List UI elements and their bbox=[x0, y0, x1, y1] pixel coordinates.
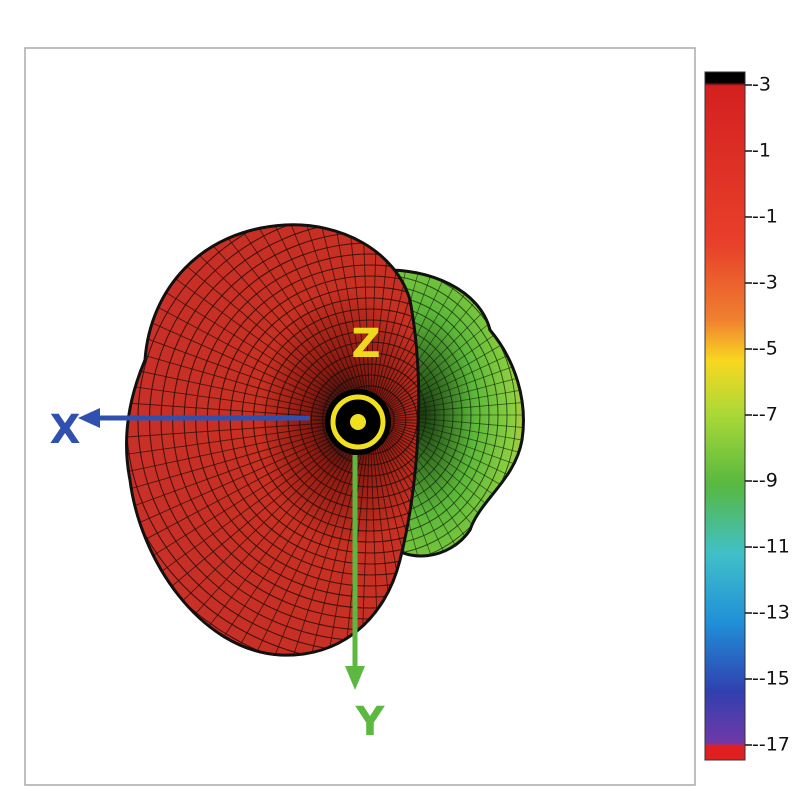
mesh-spoke bbox=[126, 419, 371, 467]
colorbar-label: -3 bbox=[752, 74, 771, 96]
mesh-spoke bbox=[369, 224, 419, 421]
mesh-spoke bbox=[126, 419, 371, 444]
mesh-spoke bbox=[166, 224, 371, 421]
mesh-spoke bbox=[312, 419, 371, 656]
mesh-spoke bbox=[224, 419, 371, 656]
mesh-spoke bbox=[126, 419, 371, 534]
mesh-spoke bbox=[245, 224, 371, 421]
y-arrowhead bbox=[345, 666, 365, 690]
colorbar-gradient bbox=[704, 71, 746, 761]
mesh-spoke bbox=[126, 419, 371, 512]
mesh-spoke bbox=[126, 328, 371, 421]
mesh-spoke bbox=[126, 350, 371, 421]
mesh-spoke bbox=[369, 419, 419, 656]
y-axis-label: Y bbox=[355, 699, 386, 745]
z-axis-label: Z bbox=[351, 321, 380, 367]
mesh-spoke bbox=[369, 419, 419, 596]
mesh-spoke bbox=[369, 419, 419, 656]
mesh-spoke bbox=[204, 224, 371, 421]
mesh-spoke bbox=[204, 419, 371, 656]
colorbar-label: --17 bbox=[752, 734, 790, 756]
mesh-spoke bbox=[369, 419, 419, 656]
colorbar-label: --9 bbox=[752, 470, 778, 492]
colorbar-label: --3 bbox=[752, 272, 778, 294]
mesh-spoke bbox=[369, 419, 419, 656]
colorbar-label: -1 bbox=[752, 140, 771, 162]
mesh-spoke bbox=[267, 224, 371, 421]
mesh-spoke bbox=[369, 224, 419, 421]
mesh-spoke bbox=[148, 224, 371, 421]
mesh-spoke bbox=[126, 306, 371, 421]
mesh-spoke bbox=[369, 419, 419, 656]
x-arrowhead bbox=[78, 408, 100, 428]
colorbar-label: --11 bbox=[752, 536, 790, 558]
mesh-spoke bbox=[126, 285, 371, 421]
mesh-spoke bbox=[126, 419, 371, 555]
mesh-spoke bbox=[369, 224, 419, 421]
mesh-spoke bbox=[369, 419, 419, 656]
mesh-spoke bbox=[369, 224, 419, 421]
mesh-spoke bbox=[185, 224, 371, 421]
colorbar: -3 -1 --1 --3 --5 --7 --9 --11 --13 --15 --17 bbox=[704, 71, 790, 761]
mesh-spoke bbox=[369, 224, 419, 421]
z-axis-dot bbox=[350, 414, 366, 430]
colorbar-label: --15 bbox=[752, 668, 790, 690]
mesh-spoke bbox=[369, 419, 419, 656]
colorbar-label: --1 bbox=[752, 206, 778, 228]
mesh-spoke bbox=[369, 419, 382, 656]
main-lobe-surface bbox=[125, 223, 421, 657]
colorbar-label: --7 bbox=[752, 404, 778, 426]
mesh-spoke bbox=[369, 224, 419, 421]
mesh-spoke bbox=[369, 224, 419, 421]
mesh-spoke bbox=[245, 419, 371, 656]
mesh-spoke bbox=[369, 419, 419, 633]
mesh-spoke bbox=[369, 264, 419, 421]
mesh-spoke bbox=[289, 224, 371, 421]
mesh-spoke bbox=[369, 419, 405, 656]
mesh-spoke bbox=[369, 244, 419, 421]
mesh-spoke bbox=[126, 419, 371, 490]
x-axis-label: X bbox=[50, 407, 81, 453]
mesh-spoke bbox=[312, 224, 371, 421]
mesh-spoke bbox=[126, 373, 371, 421]
z-axis-ring bbox=[330, 394, 386, 450]
mesh-spoke bbox=[369, 419, 419, 650]
mesh-spoke bbox=[369, 225, 419, 421]
mesh-spoke bbox=[358, 419, 371, 656]
mesh-spoke bbox=[369, 419, 419, 615]
colorbar-label: --5 bbox=[752, 338, 778, 360]
mesh-spoke bbox=[369, 224, 419, 421]
colorbar-label: --13 bbox=[752, 602, 790, 624]
mesh-spoke bbox=[335, 224, 371, 421]
mesh-spoke bbox=[126, 396, 371, 421]
mesh-spoke bbox=[369, 224, 382, 421]
mesh-spoke bbox=[224, 224, 371, 421]
mesh-spoke bbox=[369, 224, 419, 421]
mesh-spoke bbox=[358, 224, 371, 421]
